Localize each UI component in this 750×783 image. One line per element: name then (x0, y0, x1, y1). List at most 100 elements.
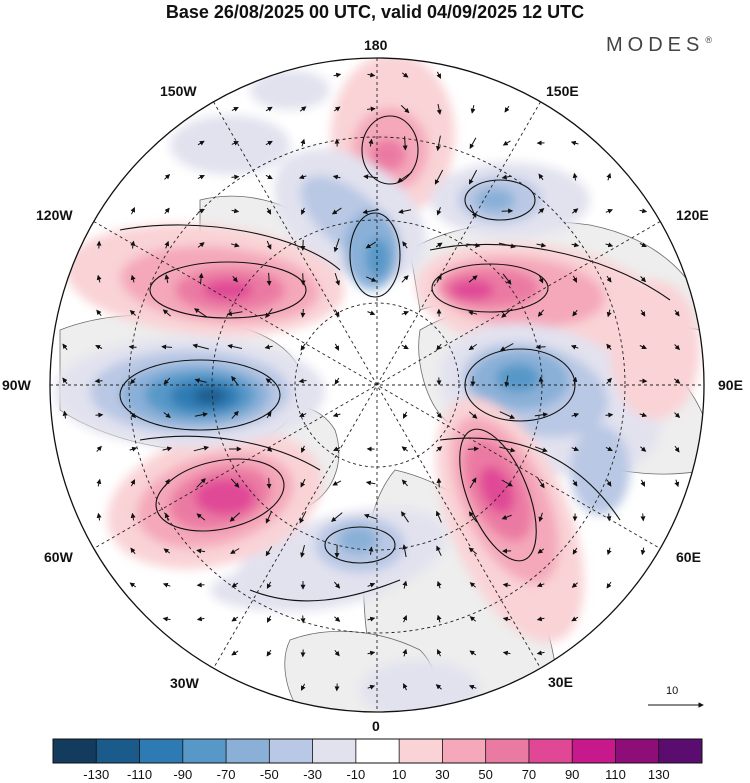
wind-vector (266, 477, 272, 489)
wind-vector (436, 207, 442, 216)
wind-vector (606, 343, 612, 351)
wind-vector (639, 344, 647, 349)
wind-vector (164, 274, 170, 284)
wind-vector (130, 378, 136, 385)
wind-vector (400, 105, 410, 114)
wind-vector (674, 412, 681, 418)
wind-vector (265, 140, 273, 146)
wind-vector (572, 479, 578, 487)
wind-vector (468, 411, 478, 419)
wind-vector (501, 174, 512, 180)
wind-vector (435, 135, 441, 152)
wind-vector (537, 478, 545, 489)
wind-vector (572, 172, 578, 181)
lon-label-60e: 60E (676, 549, 701, 565)
wind-vector (468, 343, 477, 351)
colorbar-swatch (226, 739, 270, 763)
map-disk (50, 58, 704, 712)
colorbar-label: -10 (346, 767, 366, 782)
wind-vector (96, 309, 102, 317)
lon-label-0: 0 (372, 718, 380, 734)
wind-vector (230, 478, 240, 488)
wind-vector (606, 275, 612, 283)
wind-vector (130, 479, 136, 487)
wind-vector (164, 240, 170, 249)
wind-vector (331, 207, 342, 215)
wind-vector (193, 445, 210, 452)
wind-vector (161, 344, 173, 350)
wind-vector (538, 275, 544, 284)
wind-vector (128, 344, 137, 350)
wind-vector (436, 446, 443, 452)
wind-vector (298, 174, 307, 180)
wind-vector (265, 308, 273, 319)
wind-vector (164, 174, 171, 180)
wind-vector (606, 581, 612, 589)
wind-vector (367, 582, 376, 588)
wind-vector (640, 513, 646, 522)
registered-mark: ® (705, 35, 712, 46)
wind-vector (300, 273, 306, 286)
wind-vector (130, 274, 136, 283)
wind-vector (436, 477, 442, 488)
wind-vector (499, 411, 515, 419)
wind-vector (367, 106, 376, 112)
wind-vector (197, 208, 205, 214)
colorbar-label: -90 (173, 767, 193, 782)
wind-vector (572, 309, 578, 317)
wind-vector (468, 684, 477, 690)
colorbar-label: 10 (391, 767, 407, 782)
lon-label-120e: 120E (676, 207, 709, 223)
wind-vector (501, 514, 512, 520)
colorbar-swatch (355, 739, 400, 763)
colorbar-swatch (139, 739, 184, 763)
wind-vector (469, 137, 477, 150)
wind-vector (640, 446, 647, 452)
wind-vector (266, 615, 272, 623)
wind-vector (300, 343, 306, 351)
wind-vector (537, 548, 545, 554)
colorbar-swatch (572, 739, 616, 763)
wind-vector (536, 650, 545, 656)
wind-vector (332, 174, 341, 180)
wind-vector (502, 650, 511, 656)
wind-vector (194, 412, 208, 418)
wind-vector (362, 208, 379, 215)
wind-vector (435, 510, 442, 523)
wind-vector (300, 478, 306, 488)
map-title: Base 26/08/2025 00 UTC, valid 04/09/2025… (165, 2, 585, 22)
wind-vector (265, 510, 273, 524)
colorbar-swatch (96, 739, 140, 763)
wind-vector (571, 242, 580, 248)
wind-vector (434, 169, 444, 185)
wind-vector (266, 581, 272, 589)
wind-vector (534, 446, 548, 453)
wind-vector (367, 616, 376, 622)
wind-vector (130, 412, 136, 419)
wind-vector (365, 276, 377, 282)
wind-vector (402, 544, 408, 558)
wind-vector (639, 242, 647, 248)
wind-vector (436, 545, 442, 556)
polar-cap (330, 330, 420, 420)
wind-vector (572, 547, 578, 555)
wind-vector (397, 171, 413, 183)
wind-vector (437, 649, 442, 657)
wind-vector (300, 445, 306, 453)
wind-vector (466, 242, 481, 248)
wind-vector (129, 310, 136, 316)
wind-vector (572, 275, 578, 283)
wind-vector (96, 478, 102, 487)
wind-vector (162, 616, 171, 622)
wind-vector (536, 582, 545, 588)
wind-vector (231, 650, 239, 656)
wind-vector (639, 412, 648, 418)
wind-vector (499, 446, 516, 453)
wind-vector (96, 274, 102, 283)
wind-vector (300, 138, 306, 147)
wind-vector (264, 344, 273, 350)
wind-vector (130, 512, 136, 521)
wind-vector (570, 344, 579, 350)
colorbar-swatch (442, 739, 486, 763)
wind-vector (498, 242, 516, 249)
